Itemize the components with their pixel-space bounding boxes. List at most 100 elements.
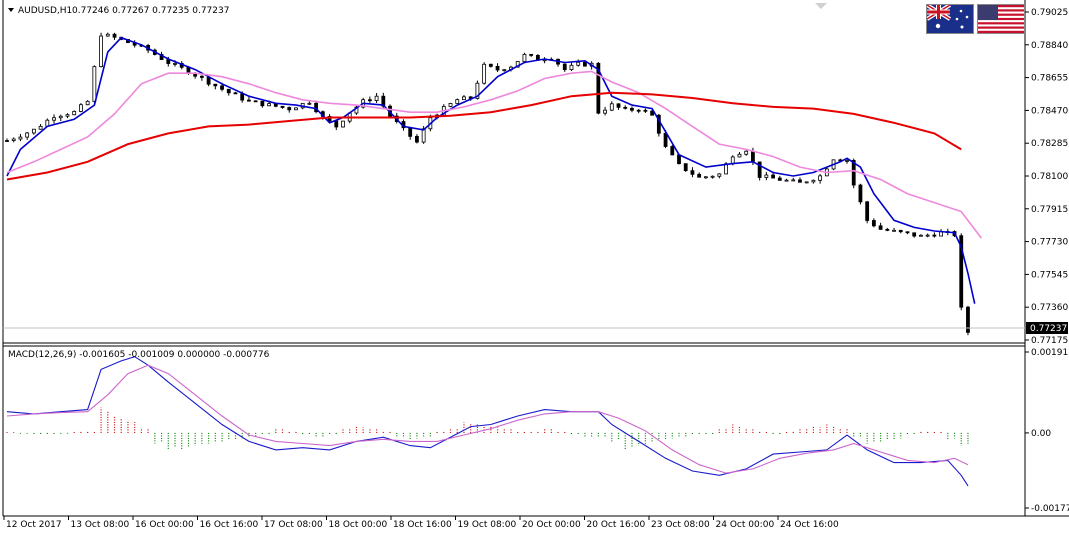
price-bar-body	[865, 201, 870, 221]
price-bar-body	[38, 125, 43, 130]
price-bar-body	[737, 153, 742, 158]
price-bar	[65, 113, 70, 119]
price-bar-body	[892, 229, 896, 232]
price-bar-body	[703, 176, 708, 179]
price-bar	[791, 177, 796, 182]
price-bar	[488, 63, 493, 68]
price-bar-body	[408, 127, 413, 137]
price-bar	[562, 63, 567, 72]
price-bar-body	[717, 173, 722, 177]
price-bar-body	[199, 75, 204, 78]
price-bar-body	[596, 62, 601, 114]
price-bar	[92, 65, 97, 103]
price-bar-body	[455, 99, 460, 104]
time-axis-label: 17 Oct 08:00	[264, 520, 323, 530]
price-bar	[932, 232, 937, 238]
price-bar	[367, 96, 372, 103]
price-bar	[603, 106, 607, 116]
time-axis-label: 16 Oct 16:00	[200, 520, 259, 530]
price-bar-body	[677, 154, 681, 165]
price-bar-body	[495, 65, 500, 71]
price-bar-body	[421, 128, 426, 143]
price-bar	[609, 101, 614, 112]
price-bar-body	[811, 179, 816, 183]
price-bar-body	[663, 132, 668, 147]
price-bar	[623, 105, 628, 110]
price-bar-body	[609, 103, 614, 111]
macd-header: MACD(12,26,9) -0.001605 -0.001009 0.0000…	[8, 350, 270, 360]
price-bar	[710, 175, 715, 179]
price-bar-body	[206, 77, 211, 85]
price-bar-body	[240, 93, 245, 101]
price-bar	[892, 227, 896, 232]
price-axis[interactable]: 0.79025 0.78840 0.78655 0.78470 0.78285 0.781…	[1025, 8, 1068, 346]
price-bar-body	[764, 174, 769, 178]
price-bar-body	[670, 146, 675, 156]
price-pane[interactable]	[5, 32, 983, 336]
price-bar	[777, 175, 782, 181]
ma-line-2	[6, 70, 983, 239]
price-bar-body	[529, 53, 534, 56]
price-bar-body	[488, 63, 493, 67]
price-bar	[25, 131, 30, 140]
price-bar	[462, 95, 466, 101]
price-bar-body	[636, 109, 641, 112]
price-bar-body	[65, 114, 70, 117]
price-bar-body	[92, 66, 97, 102]
price-bar	[455, 98, 460, 104]
price-axis-label: 0.77730	[1031, 238, 1068, 248]
price-bar	[287, 106, 292, 113]
price-bar-body	[771, 174, 775, 179]
price-bar	[213, 83, 218, 90]
price-bar-body	[885, 228, 890, 231]
price-bar-body	[18, 136, 23, 140]
price-bar-body	[851, 160, 856, 186]
price-bar	[341, 120, 345, 128]
price-bar-body	[744, 150, 749, 155]
price-bar-body	[939, 231, 943, 237]
price-bar	[58, 114, 63, 122]
current-price-tag	[1026, 322, 1068, 334]
chart-shift-marker-icon[interactable]	[815, 3, 827, 9]
price-bar-body	[710, 175, 715, 178]
price-bar	[878, 222, 883, 230]
time-axis[interactable]: 12 Oct 2017 13 Oct 08:00 16 Oct 00:00 16 Oc…	[3, 516, 839, 530]
price-bar	[690, 167, 695, 178]
price-bar-body	[5, 140, 9, 142]
price-bar-body	[72, 111, 77, 116]
price-bar-body	[367, 99, 372, 102]
price-bar	[616, 103, 621, 110]
price-bar	[784, 178, 789, 182]
macd-pane[interactable]	[6, 356, 969, 487]
price-axis-label: 0.77360	[1031, 303, 1068, 313]
price-bar-body	[105, 33, 110, 37]
price-bar-body	[85, 100, 90, 106]
macd-axis-label: -0.001773	[1031, 504, 1069, 514]
time-axis-label: 24 Oct 00:00	[716, 520, 775, 530]
price-bar-body	[603, 109, 607, 114]
price-bar	[966, 305, 970, 336]
triangle-down-icon[interactable]	[8, 8, 14, 12]
price-bar-body	[562, 63, 567, 71]
macd-axis[interactable]: 0.001911 0.00 -0.001773	[1025, 348, 1069, 514]
price-bar-body	[643, 109, 648, 112]
price-bar	[18, 133, 23, 142]
price-bar-body	[919, 234, 923, 237]
price-bar-body	[280, 105, 285, 108]
macd-axis-label: 0.00	[1031, 429, 1051, 439]
price-bar-body	[925, 234, 930, 237]
price-bar	[683, 163, 688, 172]
price-bar-body	[213, 83, 218, 87]
price-bar-body	[294, 107, 298, 111]
price-bar	[199, 75, 204, 81]
price-bar	[307, 101, 312, 105]
price-bar	[52, 114, 56, 124]
price-bar	[260, 100, 265, 108]
price-bar-body	[502, 69, 507, 72]
price-bar	[871, 218, 876, 228]
price-bar-body	[220, 85, 224, 90]
price-bar	[764, 171, 769, 181]
price-axis-label: 0.78470	[1031, 106, 1068, 116]
